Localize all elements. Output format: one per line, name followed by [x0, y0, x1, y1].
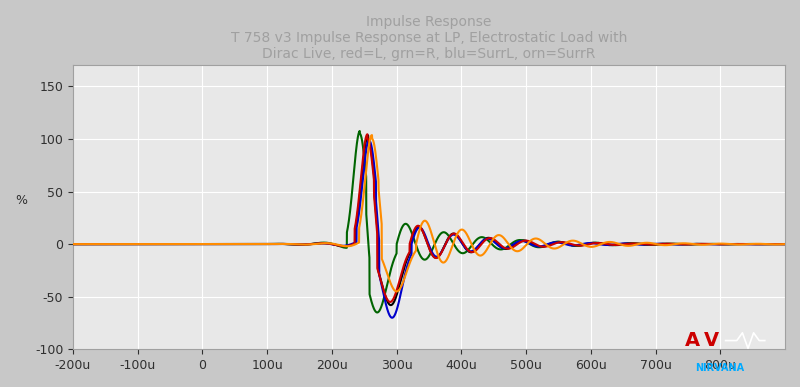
- Y-axis label: %: %: [15, 194, 27, 207]
- Text: NIRVANA: NIRVANA: [695, 363, 745, 373]
- Text: V: V: [703, 331, 718, 350]
- Title: Impulse Response
T 758 v3 Impulse Response at LP, Electrostatic Load with
Dirac : Impulse Response T 758 v3 Impulse Respon…: [231, 15, 627, 62]
- Text: A: A: [685, 331, 699, 350]
